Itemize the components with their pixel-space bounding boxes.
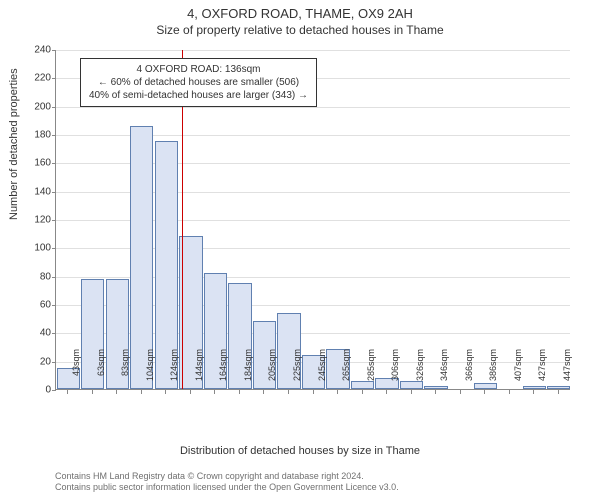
xtick-mark [288,390,289,394]
xtick-label: 245sqm [317,349,327,394]
footer: Contains HM Land Registry data © Crown c… [55,471,399,494]
ytick-mark [52,333,56,334]
ytick-mark [52,248,56,249]
xtick-label: 346sqm [439,349,449,394]
ytick-mark [52,390,56,391]
xtick-label: 104sqm [145,349,155,394]
xtick-label: 83sqm [120,349,130,394]
annotation-line3: 40% of semi-detached houses are larger (… [89,89,308,102]
xtick-mark [362,390,363,394]
annotation-line2: ← 60% of detached houses are smaller (50… [89,76,308,89]
footer-line1: Contains HM Land Registry data © Crown c… [55,471,399,483]
page-subtitle: Size of property relative to detached ho… [0,21,600,37]
xtick-mark [67,390,68,394]
xtick-mark [190,390,191,394]
xtick-label: 164sqm [218,349,228,394]
ytick-mark [52,362,56,363]
chart-container: 4, OXFORD ROAD, THAME, OX9 2AH Size of p… [0,0,600,500]
xtick-mark [386,390,387,394]
annotation-line1: 4 OXFORD ROAD: 136sqm [89,63,308,76]
xtick-label: 285sqm [366,349,376,394]
xtick-label: 144sqm [194,349,204,394]
xtick-mark [411,390,412,394]
xtick-label: 326sqm [415,349,425,394]
ytick-mark [52,192,56,193]
xtick-mark [214,390,215,394]
ytick-label: 140 [21,186,51,197]
xtick-mark [263,390,264,394]
xtick-label: 366sqm [464,349,474,394]
ytick-label: 20 [21,356,51,367]
xtick-label: 205sqm [267,349,277,394]
xtick-label: 63sqm [96,349,106,394]
xtick-label: 225sqm [292,349,302,394]
ytick-mark [52,163,56,164]
xtick-mark [509,390,510,394]
xtick-label: 184sqm [243,349,253,394]
y-axis-label: Number of detached properties [8,68,20,220]
xtick-mark [460,390,461,394]
xtick-mark [141,390,142,394]
ytick-mark [52,305,56,306]
ytick-label: 120 [21,215,51,226]
ytick-label: 80 [21,271,51,282]
xtick-mark [484,390,485,394]
page-title: 4, OXFORD ROAD, THAME, OX9 2AH [0,0,600,21]
xtick-mark [558,390,559,394]
xtick-mark [313,390,314,394]
ytick-label: 100 [21,243,51,254]
footer-line2: Contains public sector information licen… [55,482,399,494]
xtick-label: 265sqm [341,349,351,394]
xtick-label: 386sqm [488,349,498,394]
ytick-label: 200 [21,101,51,112]
xtick-mark [116,390,117,394]
xtick-mark [239,390,240,394]
ytick-label: 60 [21,300,51,311]
ytick-label: 40 [21,328,51,339]
ytick-label: 180 [21,130,51,141]
ytick-mark [52,135,56,136]
xtick-mark [533,390,534,394]
xtick-mark [337,390,338,394]
ytick-label: 0 [21,385,51,396]
xtick-mark [435,390,436,394]
ytick-mark [52,277,56,278]
xtick-mark [165,390,166,394]
chart-wrap: 4 OXFORD ROAD: 136sqm ← 60% of detached … [55,50,570,390]
ytick-mark [52,220,56,221]
annotation-box: 4 OXFORD ROAD: 136sqm ← 60% of detached … [80,58,317,107]
grid-line [56,50,570,51]
xtick-label: 124sqm [169,349,179,394]
xtick-label: 427sqm [537,349,547,394]
ytick-label: 240 [21,45,51,56]
ytick-mark [52,78,56,79]
x-axis-label: Distribution of detached houses by size … [0,445,600,457]
ytick-mark [52,107,56,108]
ytick-mark [52,50,56,51]
ytick-label: 160 [21,158,51,169]
xtick-mark [92,390,93,394]
ytick-label: 220 [21,73,51,84]
xtick-label: 447sqm [562,349,572,394]
xtick-label: 407sqm [513,349,523,394]
xtick-label: 43sqm [71,349,81,394]
xtick-label: 306sqm [390,349,400,394]
